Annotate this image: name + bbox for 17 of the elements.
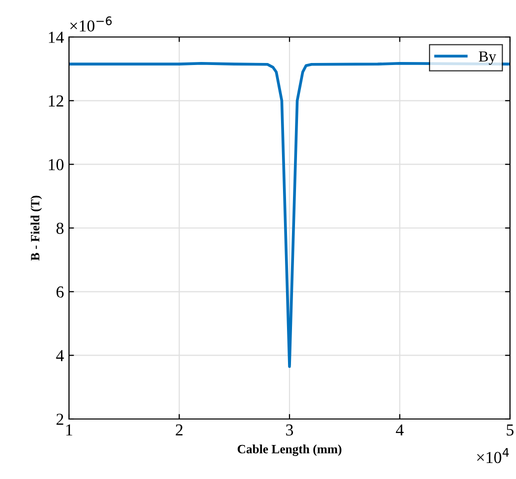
x-tick-label: 1 [66, 424, 72, 436]
x-tick-label: 5 [506, 424, 514, 436]
x-tick-label: 3 [286, 424, 294, 436]
y-axis-title: B - Field (T) [30, 196, 42, 261]
x-tick-label: 4 [396, 424, 404, 436]
x-axis-title: Cable Length (mm) [238, 444, 342, 456]
y-tick-label: 12 [48, 95, 64, 106]
text: ×10$^{4}$ [477, 448, 509, 464]
text: ×10$^{−6}$ [70, 16, 112, 32]
x-tick-label: 2 [176, 424, 182, 436]
y-tick-label: 14 [48, 32, 64, 43]
y-tick-label: 10 [48, 159, 64, 170]
y-tick-label: 8 [56, 222, 64, 234]
y-tick-label: 6 [56, 286, 64, 298]
legend-label: By [478, 51, 496, 65]
y-tick-label: 4 [56, 350, 64, 362]
y-tick-label: 2 [56, 414, 64, 425]
